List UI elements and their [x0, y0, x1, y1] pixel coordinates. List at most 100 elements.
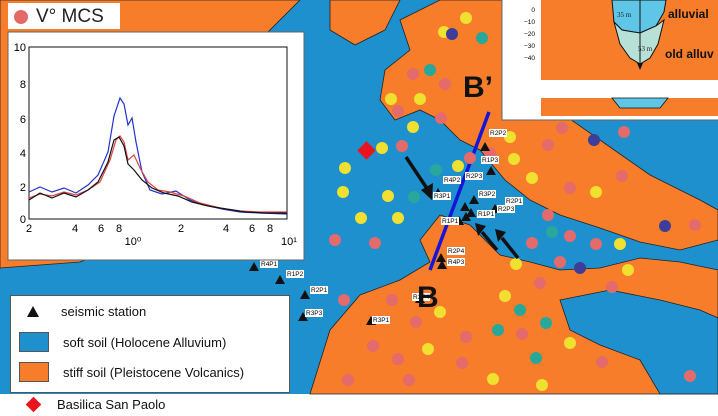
legend-item-basilica: Basilica San Paolo: [25, 396, 165, 413]
legend-item-station: seismic station: [19, 304, 146, 319]
sensor-marker: [556, 122, 568, 134]
legend-item-soft-soil: soft soil (Holocene Alluvium): [19, 332, 226, 352]
x-tick: 2: [26, 223, 32, 235]
sensor-marker: [596, 356, 608, 368]
station-label-box: [481, 156, 499, 164]
station-label-box: [310, 286, 328, 294]
diamond-icon: [25, 396, 42, 413]
station-label-text: R2P1: [311, 287, 328, 294]
station-label-text: R3P1: [373, 317, 390, 324]
station-label-text: R3P1: [434, 193, 451, 200]
sensor-marker: [460, 12, 472, 24]
station-marker: [480, 142, 490, 151]
station-marker: [486, 166, 496, 175]
sensor-marker: [526, 237, 538, 249]
arrowhead: [475, 223, 486, 236]
station-marker: [460, 202, 470, 211]
y-tick: 6: [20, 114, 26, 126]
sensor-marker: [659, 220, 671, 232]
sensor-marker: [424, 64, 436, 76]
sensor-marker: [410, 316, 422, 328]
station-label: R3P4: [412, 293, 430, 301]
profile-lower-channel: [611, 97, 669, 109]
x-tick: 10⁰: [125, 236, 142, 248]
sensor-marker: [508, 153, 520, 165]
y-tick: 4: [20, 148, 26, 160]
sensor-marker: [337, 186, 349, 198]
sensor-marker: [487, 373, 499, 385]
direction-arrows: [404, 156, 520, 260]
sensor-marker: [499, 290, 511, 302]
sensor-marker: [403, 374, 415, 386]
station-label-box: [372, 316, 390, 324]
depth-tick: 0: [531, 7, 535, 14]
profile-inset: 0 −10 −20 −30 −40 35 m 53 m alluvial old…: [501, 0, 718, 121]
y-tick: 8: [20, 79, 26, 91]
legend-label-stiff-soil: stiff soil (Pleistocene Volcanics): [63, 364, 245, 380]
station-label: R4P2: [443, 176, 461, 184]
y-tick: 2: [20, 182, 26, 194]
station-label-text: R4P2: [444, 177, 461, 184]
sensor-marker: [407, 121, 419, 133]
sensor-marker: [689, 219, 701, 231]
legend-item-stiff-soil: stiff soil (Pleistocene Volcanics): [19, 362, 244, 382]
y-ticks: 10 8 6 4 2 0: [14, 42, 26, 226]
station-label-box: [465, 172, 483, 180]
station-label-text: R1P2: [287, 271, 304, 278]
station-label-box: [412, 293, 430, 301]
station-label-box: [433, 192, 451, 200]
sensor-marker: [574, 262, 586, 274]
station-label-text: R1P1: [442, 218, 459, 225]
sensor-marker: [435, 112, 447, 124]
depth-tick: −10: [524, 19, 535, 26]
station-label-text: R3P4: [413, 294, 430, 301]
sensor-marker: [342, 374, 354, 386]
sensor-marker: [422, 343, 434, 355]
old-alluvium-layer: [613, 18, 665, 65]
sensor-marker: [514, 304, 526, 316]
station-label: R1P1: [441, 217, 459, 225]
sensor-marker: [329, 234, 341, 246]
x-tick: 8: [116, 223, 122, 235]
soft-soil-channel-southeast: [559, 289, 718, 395]
station-label-box: [478, 190, 496, 198]
station-label: R2P1: [310, 286, 328, 294]
station-marker: [466, 208, 476, 217]
station-label: R3P3: [305, 309, 323, 317]
sensor-marker: [534, 277, 546, 289]
station-label-box: [477, 210, 495, 218]
arrow: [500, 236, 520, 260]
station-label-text: R3P3: [306, 310, 323, 317]
station-label-text: R2P4: [448, 248, 465, 255]
sensor-markers: [329, 12, 701, 391]
station-marker: [275, 275, 285, 284]
sensor-marker: [622, 264, 634, 276]
station-label: R3P1: [372, 316, 390, 324]
sensor-marker: [542, 139, 554, 151]
station-label: R2P3: [497, 205, 515, 213]
sensor-marker: [392, 105, 404, 117]
sensor-marker: [554, 256, 566, 268]
x-tick: 6: [249, 223, 255, 235]
depth-tick: −40: [524, 55, 535, 62]
arrow: [480, 230, 499, 252]
station-label-text: R2P3: [466, 173, 483, 180]
station-marker: [461, 212, 471, 221]
station-label-text: R3P2: [479, 191, 496, 198]
station-label-text: R2P2: [490, 130, 507, 137]
station-marker: [469, 195, 479, 204]
station-label: R1P3: [481, 156, 499, 164]
sensor-marker: [684, 370, 696, 382]
station-label-box: [497, 205, 515, 213]
layer-label-old-alluvial: old alluv: [665, 47, 714, 61]
station-label-box: [489, 129, 507, 137]
station-label-box: [443, 176, 461, 184]
sensor-marker: [526, 172, 538, 184]
station-marker: [436, 253, 446, 262]
station-marker: [300, 290, 310, 299]
section-start-label: B: [417, 281, 439, 314]
layer-label-alluvial: alluvial: [668, 7, 709, 21]
spectrum-curve-black: [28, 136, 287, 214]
depth-tick: −30: [524, 43, 535, 50]
station-marker: [249, 262, 259, 271]
